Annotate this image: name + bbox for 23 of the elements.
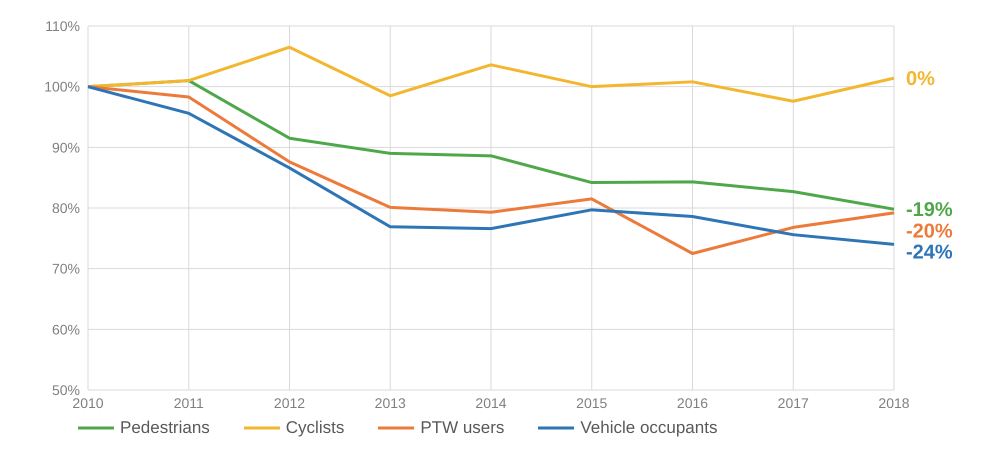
y-tick-label: 80% bbox=[52, 200, 80, 216]
text: -24% bbox=[906, 241, 953, 264]
legend-label: Vehicle occupants bbox=[580, 418, 718, 438]
y-tick-label: 110% bbox=[45, 18, 80, 34]
text: 0% bbox=[906, 68, 936, 90]
legend-label: Pedestrians bbox=[120, 418, 210, 438]
x-tick-label: 2011 bbox=[174, 394, 204, 411]
legend-label: PTW users bbox=[420, 418, 504, 438]
y-tick-label: 70% bbox=[52, 260, 80, 277]
y-tick-label: 60% bbox=[52, 321, 80, 338]
x-tick-label: 2014 bbox=[475, 394, 507, 411]
text: -19% bbox=[906, 199, 953, 222]
line-series bbox=[86, 46, 896, 103]
x-tick-label: 2012 bbox=[274, 394, 306, 411]
text: -20% bbox=[906, 220, 953, 242]
x-tick-label: 2013 bbox=[374, 394, 406, 411]
x-tick-label: 2017 bbox=[778, 394, 810, 411]
x-tick-label: 2015 bbox=[576, 394, 608, 411]
x-tick-label: 2018 bbox=[878, 394, 910, 411]
legend-label: Cyclists bbox=[286, 418, 344, 438]
y-tick-label: 90% bbox=[52, 139, 80, 156]
y-tick-label: 100% bbox=[44, 78, 80, 95]
x-tick-label: 2016 bbox=[676, 394, 708, 411]
